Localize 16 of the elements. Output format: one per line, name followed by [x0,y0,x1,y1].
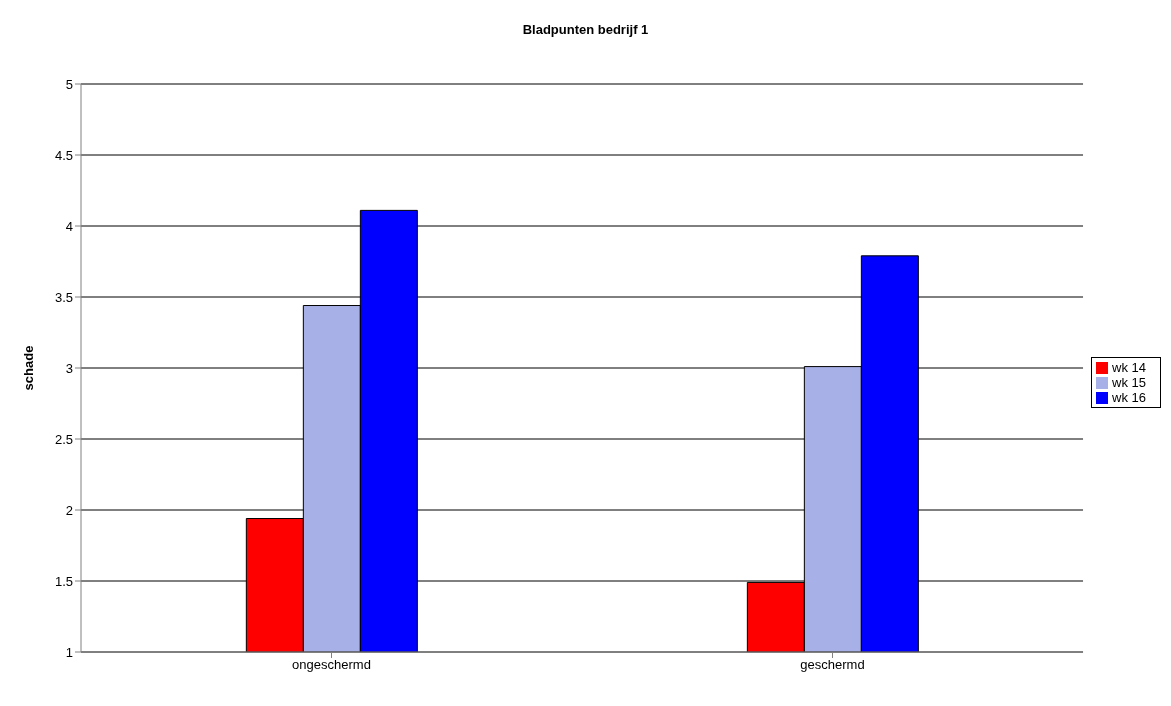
y-tick-label: 4 [65,218,73,234]
y-tick-label: 1 [65,644,73,660]
chart-title: Bladpunten bedrijf 1 [521,21,650,39]
y-tick-label: 2 [65,502,73,518]
legend-label: wk 16 [1112,389,1146,405]
y-tick-label: 3.5 [54,289,73,305]
y-tick-label: 5 [65,76,73,92]
x-tick-label: ongeschermd [292,657,371,673]
y-tick-label: 3 [65,360,73,376]
y-tick-label: 1.5 [54,573,73,589]
y-tick-label: 4.5 [54,147,73,163]
x-tick-label: geschermd [800,657,865,673]
y-axis-title: schade [20,345,36,391]
legend-label: wk 15 [1112,374,1146,390]
y-tick-label: 2.5 [54,431,73,447]
legend-label: wk 14 [1112,359,1146,375]
